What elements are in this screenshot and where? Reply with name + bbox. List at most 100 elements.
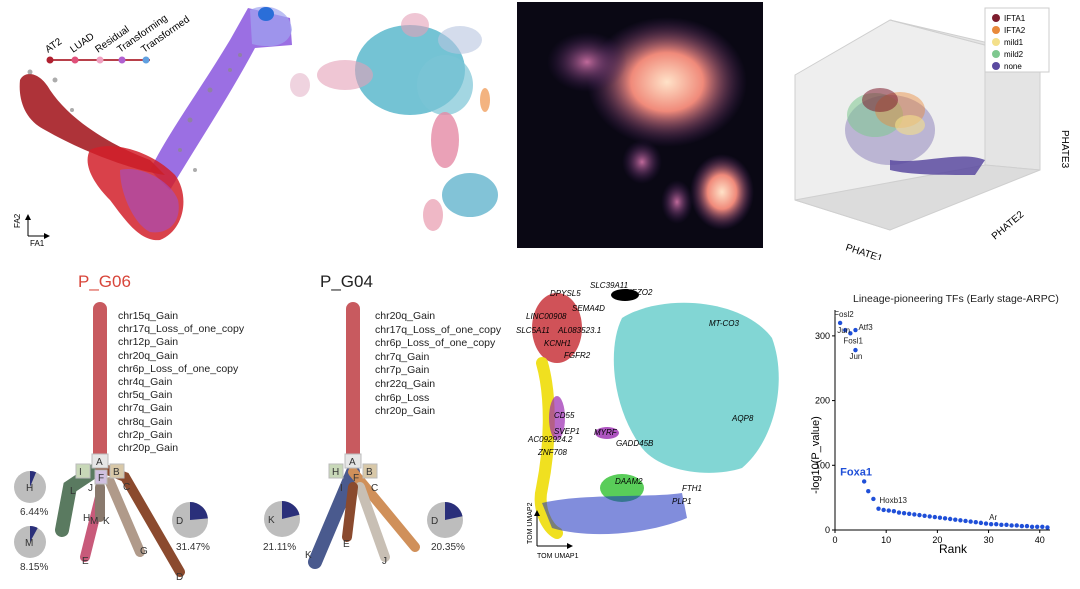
data-point xyxy=(886,508,891,513)
density-main xyxy=(587,17,747,147)
legend-text-mild1: mild1 xyxy=(1004,38,1024,47)
density-bottom xyxy=(661,180,693,224)
phate-box-floor xyxy=(794,164,1041,231)
x-tick-label: 30 xyxy=(984,535,994,545)
at2-cluster xyxy=(19,74,165,175)
event-label: chr20q_Gain xyxy=(375,310,436,322)
fa-trajectory-plot: AT2 LUAD Residual Transforming Transform… xyxy=(13,6,292,248)
data-point xyxy=(937,515,943,520)
density-bottom-right xyxy=(690,154,754,230)
pie-pct-d: 31.47% xyxy=(176,542,210,553)
data-point xyxy=(907,511,912,517)
event-label: chr7p_Gain xyxy=(375,364,430,377)
gene-label: PIEZO2 xyxy=(624,288,653,297)
event-list-pg06: chr15q_Gain chr17q_Loss_of_one_copy chr1… xyxy=(118,310,244,455)
y-tick-label: 100 xyxy=(815,460,830,470)
cluster-pink-bottom xyxy=(423,199,443,231)
density-bottom-mid xyxy=(622,140,662,184)
node-label-c: C xyxy=(371,483,378,494)
node-label-e: E xyxy=(343,539,350,550)
phate3-label: PHATE3 xyxy=(1059,130,1070,169)
pie-h: H 6.44% xyxy=(14,471,48,518)
panel-tf-rank-chart: Lineage-pioneering TFs (Early stage-ARPC… xyxy=(805,285,1080,589)
cloud-ifta1 xyxy=(862,88,898,112)
pie-pct-m: 8.15% xyxy=(20,562,48,573)
pie-k: K 21.11% xyxy=(263,501,300,553)
panel-tom-umap: SLC39A11 DPYSL5 PIEZO2 SEMA4D LINC00908 … xyxy=(512,278,802,589)
data-point xyxy=(866,488,871,494)
tom-umap-plot: SLC39A11 DPYSL5 PIEZO2 SEMA4D LINC00908 … xyxy=(516,281,779,560)
legend-label-at2: AT2 xyxy=(43,36,64,55)
data-point xyxy=(843,327,848,333)
node-label-h: H xyxy=(332,467,339,478)
cluster-cyan-side xyxy=(417,55,473,115)
data-point xyxy=(942,516,948,521)
umap2-label: TOM UMAP2 xyxy=(527,502,534,544)
node-b xyxy=(362,463,378,479)
node-label-k-end: K xyxy=(305,550,312,561)
transformed-branch xyxy=(150,8,292,190)
gene-label: MYRF xyxy=(594,428,618,437)
data-point xyxy=(917,512,922,518)
gene-label: SLC39A11 xyxy=(590,281,628,290)
node-label-l: L xyxy=(70,486,76,497)
pie-d: D 31.47% xyxy=(172,502,210,553)
node-label-b: B xyxy=(366,467,373,478)
cluster-yellow xyxy=(534,357,563,539)
fa2-label: FA2 xyxy=(13,213,22,228)
x-axis-label: Rank xyxy=(939,542,968,556)
y-tick-label: 0 xyxy=(825,525,830,535)
cluster-purple-mid xyxy=(595,427,619,439)
event-label: chr22q_Gain xyxy=(375,377,436,390)
chart-title: Lineage-pioneering TFs (Early stage-ARPC… xyxy=(853,293,1059,305)
node-label-j: J xyxy=(88,483,93,494)
branch-g xyxy=(105,477,145,557)
node-label-b: B xyxy=(113,467,120,478)
event-label: chr4q_Gain xyxy=(118,376,173,389)
cloud-none-band xyxy=(890,156,985,175)
cluster-cyan-bottom xyxy=(442,173,498,217)
node-label-e: E xyxy=(82,556,89,567)
cloud-mild1 xyxy=(895,115,925,135)
cluster-pink-far xyxy=(290,73,310,97)
node-label-f: F xyxy=(353,473,359,484)
umap1-label: TOM UMAP1 xyxy=(537,553,579,560)
data-point xyxy=(853,347,858,353)
data-point xyxy=(1029,524,1035,529)
node-label-j: J xyxy=(382,556,387,567)
event-list-pg04: chr20q_Gain chr17q_Loss_of_one_copy chr6… xyxy=(375,310,501,419)
y-axis-label: -log10(P_value) xyxy=(810,416,822,494)
cluster-pink-top xyxy=(401,13,429,37)
x-tick-label: 40 xyxy=(1035,535,1045,545)
data-point xyxy=(891,509,897,514)
data-point xyxy=(953,517,958,522)
panel-tree-pg04: P_G04 A B H F I C E J K K 21.11% D 20.35… xyxy=(255,262,510,589)
cluster-blue xyxy=(542,493,687,535)
pie-letter-d: D xyxy=(431,516,438,527)
y-tick-label: 300 xyxy=(815,331,830,341)
event-label: chr7q_Gain xyxy=(118,402,173,415)
event-label: chr6p_Loss_of_one_copy xyxy=(375,337,496,350)
data-point xyxy=(871,496,876,502)
tip-cluster xyxy=(258,7,274,21)
node-label-f: F xyxy=(98,473,104,484)
point-label: Jun xyxy=(837,326,850,335)
event-label: chr20p_Gain xyxy=(375,405,436,418)
gene-label: MT-CO3 xyxy=(709,319,739,328)
pie-letter-h: H xyxy=(26,483,33,494)
legend-dot-residual xyxy=(96,56,104,64)
node-label-i: I xyxy=(340,483,343,494)
node-label-a: A xyxy=(96,457,103,468)
pie-d: D 20.35% xyxy=(427,502,465,553)
node-b xyxy=(109,463,125,479)
event-label: chr20q_Gain xyxy=(118,349,179,362)
data-point xyxy=(848,331,853,336)
density-left xyxy=(547,32,627,92)
event-label: chr17q_Loss_of_one_copy xyxy=(118,323,245,336)
gene-label: FTH1 xyxy=(682,484,702,493)
event-label: chr17q_Loss_of_one_copy xyxy=(375,323,502,336)
cluster-green xyxy=(600,474,644,502)
gene-label: SLC5A11 xyxy=(516,326,550,335)
event-label: chr6p_Loss xyxy=(375,391,430,404)
event-label: chr6p_Loss_of_one_copy xyxy=(118,362,239,375)
